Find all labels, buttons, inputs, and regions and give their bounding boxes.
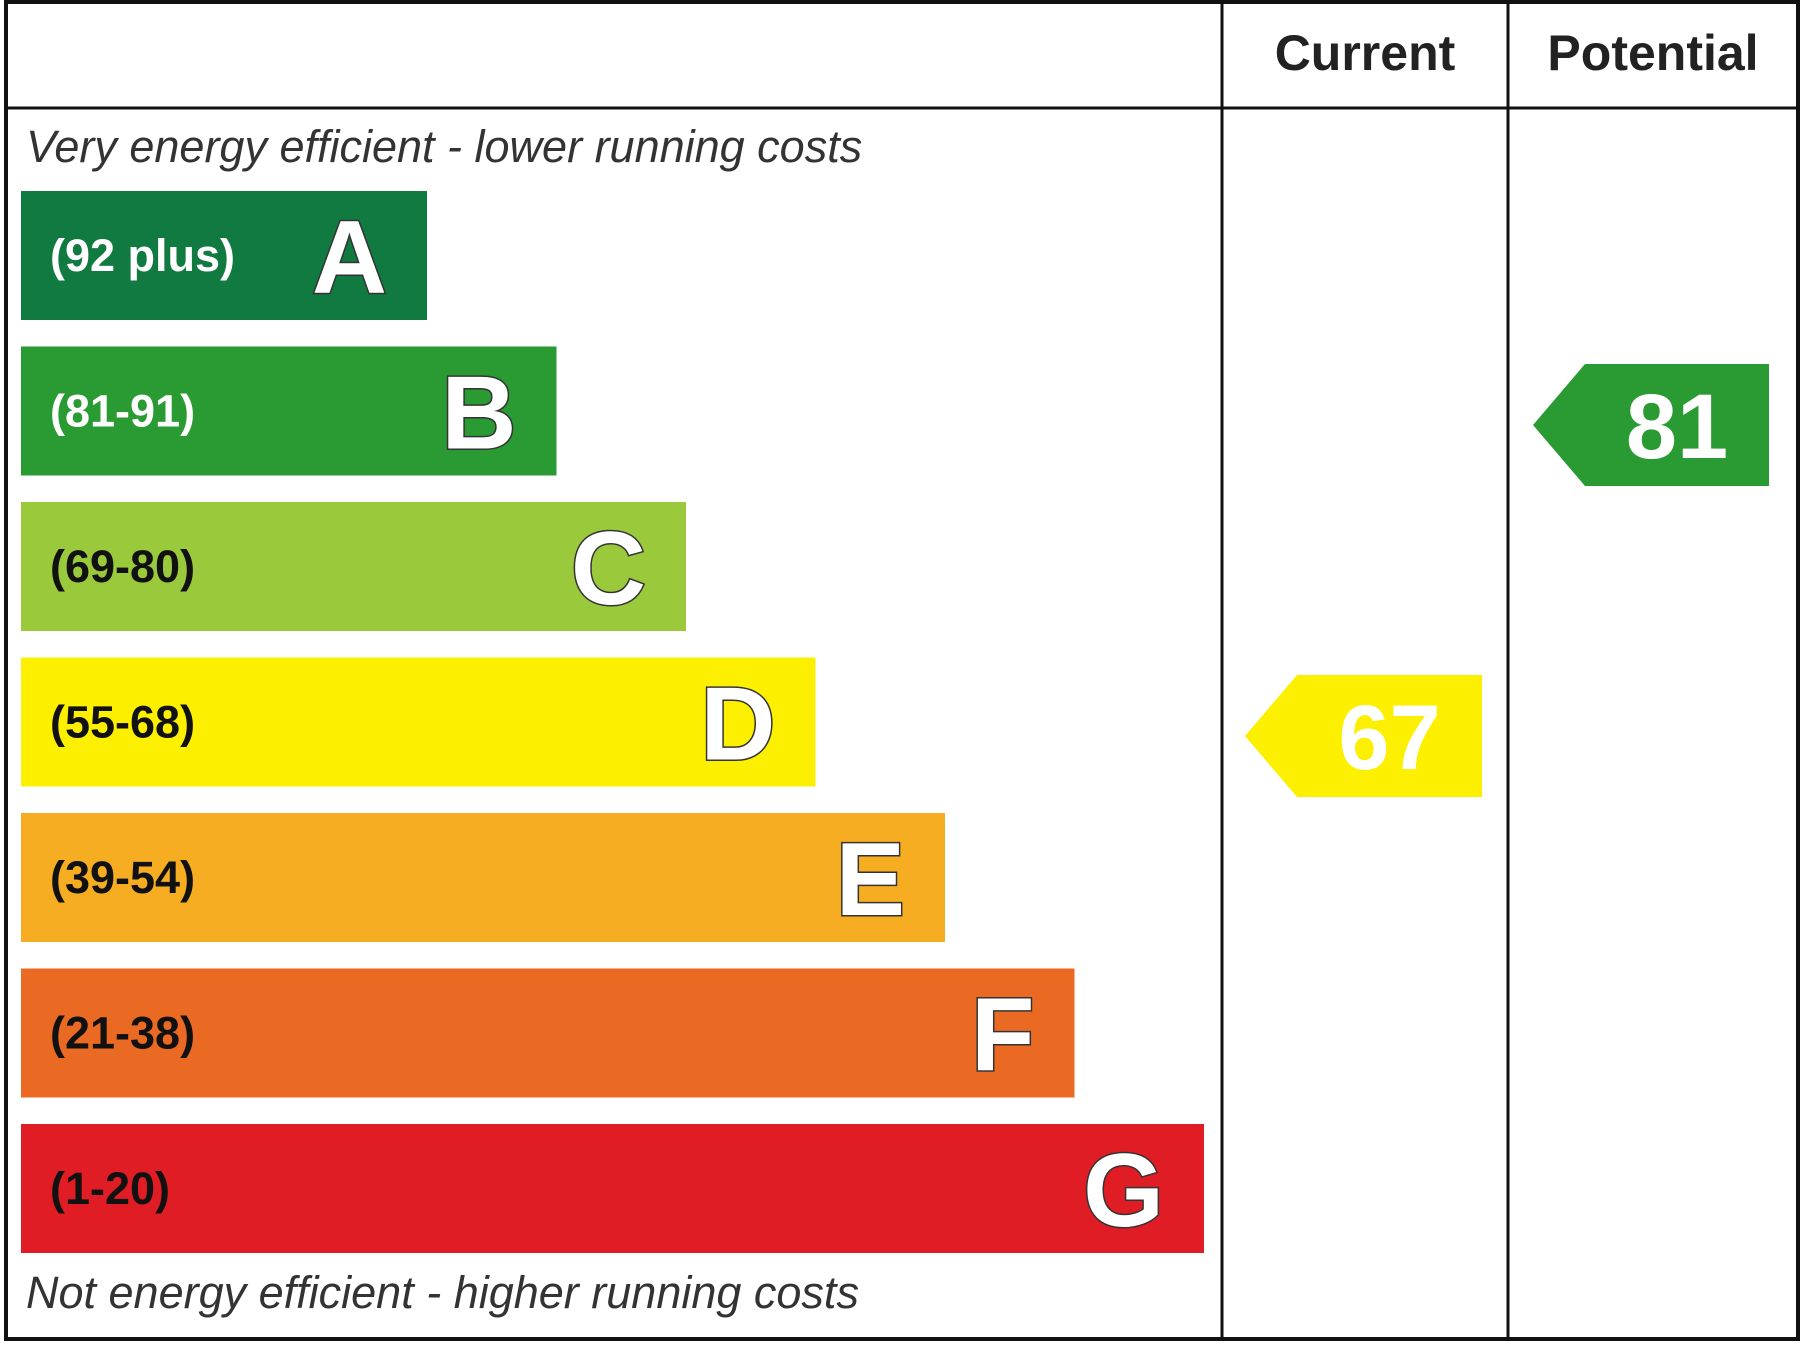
band-f: (21-38) F (21, 968, 1075, 1098)
band-range-e: (39-54) (50, 852, 195, 903)
band-range-c: (69-80) (50, 541, 195, 592)
rating-arrow-potential (1533, 364, 1769, 486)
rating-value-current: 67 (1338, 687, 1440, 789)
band-b: (81-91) B (21, 346, 557, 476)
rating-bands: (92 plus) A (81-91) B (69-80) C (55-68) D (39-54… (21, 191, 1204, 1253)
band-d: (55-68) D (21, 657, 816, 787)
band-a: (92 plus) A (21, 191, 427, 320)
header-potential: Potential (1547, 25, 1758, 81)
chart-frame (4, 0, 1800, 1341)
band-range-a: (92 plus) (50, 230, 235, 281)
band-e: (39-54) E (21, 813, 945, 942)
top-note: Very energy efficient - lower running co… (26, 121, 862, 172)
band-c: (69-80) C (21, 502, 686, 631)
band-range-d: (55-68) (50, 697, 195, 748)
band-g: (1-20) G (21, 1124, 1204, 1253)
band-letter-b: B (441, 356, 516, 472)
band-bar-f (21, 968, 1075, 1098)
band-bar-g (21, 1124, 1204, 1253)
band-bar-b (21, 346, 557, 476)
band-letter-e: E (836, 822, 905, 938)
band-bar-c (21, 502, 686, 631)
rating-marker-potential: 81 (1533, 364, 1769, 486)
rating-value-potential: 81 (1626, 376, 1728, 478)
band-bar-a (21, 191, 427, 320)
rating-arrow-current (1245, 675, 1482, 797)
band-letter-g: G (1083, 1133, 1164, 1249)
band-letter-c: C (571, 511, 646, 627)
rating-markers: 67 81 (1245, 364, 1769, 797)
band-bar-d (21, 657, 816, 787)
band-range-g: (1-20) (50, 1163, 170, 1214)
rating-marker-current: 67 (1245, 675, 1482, 797)
band-letter-a: A (312, 200, 387, 316)
band-bar-e (21, 813, 945, 942)
bottom-note: Not energy efficient - higher running co… (26, 1267, 859, 1318)
header-current: Current (1275, 25, 1456, 81)
band-letter-d: D (700, 667, 775, 783)
band-letter-f: F (971, 978, 1035, 1094)
band-range-b: (81-91) (50, 386, 195, 437)
band-range-f: (21-38) (50, 1008, 195, 1059)
